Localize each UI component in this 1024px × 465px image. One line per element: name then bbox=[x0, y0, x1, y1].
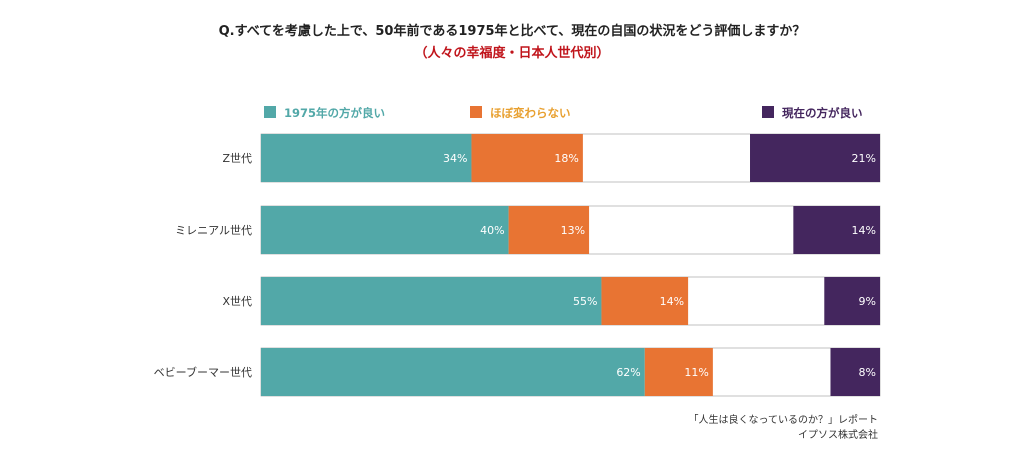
legend-label: 現在の方が良い bbox=[782, 106, 863, 120]
bar-segment bbox=[508, 206, 590, 254]
bar-segment bbox=[261, 134, 472, 182]
legend-label: ほぼ変わらない bbox=[490, 106, 571, 120]
bar-segment bbox=[824, 277, 880, 325]
bar-segment bbox=[601, 277, 689, 325]
data-label: 18% bbox=[554, 152, 578, 165]
data-label: 55% bbox=[573, 295, 597, 308]
chart-subtitle: （人々の幸福度・日本人世代別） bbox=[414, 46, 610, 61]
bar-segment bbox=[471, 134, 583, 182]
bar-segment bbox=[261, 277, 602, 325]
data-label: 9% bbox=[859, 295, 876, 308]
data-label: 14% bbox=[660, 295, 684, 308]
bar-segment bbox=[793, 206, 880, 254]
bar-segment bbox=[644, 348, 713, 396]
data-label: 62% bbox=[616, 366, 640, 379]
data-label: 14% bbox=[852, 224, 876, 237]
chart-title: Q.すべてを考慮した上で、50年前である1975年と比べて、現在の自国の状況をど… bbox=[218, 24, 806, 39]
source-company: イプソス株式会社 bbox=[798, 430, 878, 441]
bar-segment bbox=[830, 348, 880, 396]
data-label: 40% bbox=[480, 224, 504, 237]
category-label: X世代 bbox=[222, 295, 252, 308]
bar-segment bbox=[261, 348, 645, 396]
category-label: ミレニアル世代 bbox=[175, 224, 252, 237]
data-label: 21% bbox=[852, 152, 876, 165]
legend-swatch bbox=[470, 106, 482, 118]
data-label: 13% bbox=[561, 224, 585, 237]
bar-segment bbox=[261, 206, 509, 254]
bar-segment bbox=[750, 134, 880, 182]
source-note: 「人生は良くなっているのか？」レポート イプソス株式会社 bbox=[689, 413, 879, 443]
data-label: 34% bbox=[443, 152, 467, 165]
legend-swatch bbox=[264, 106, 276, 118]
data-label: 11% bbox=[684, 366, 708, 379]
source-report: 「人生は良くなっているのか？」レポート bbox=[688, 415, 879, 426]
category-label: ベビーブーマー世代 bbox=[154, 365, 252, 379]
category-label: Z世代 bbox=[222, 152, 252, 165]
legend-label: 1975年の方が良い bbox=[284, 106, 385, 120]
data-label: 8% bbox=[859, 366, 876, 379]
legend-swatch bbox=[762, 106, 774, 118]
